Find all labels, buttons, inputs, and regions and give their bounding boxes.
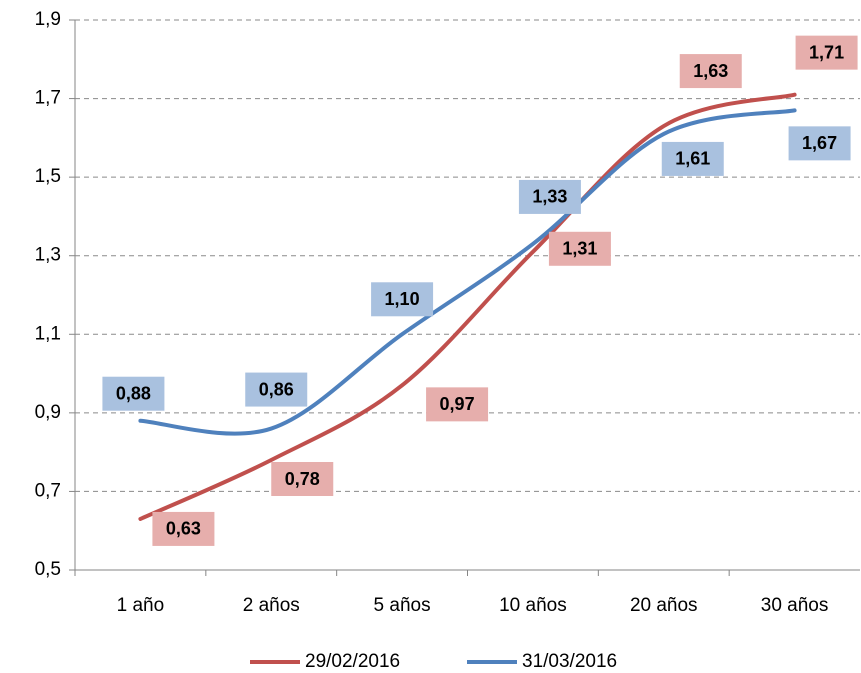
x-tick-label: 1 año [117, 595, 165, 616]
legend-label: 29/02/2016 [305, 651, 400, 672]
value-label: 0,97 [440, 394, 475, 414]
y-tick-label: 0,7 [35, 480, 61, 501]
value-label: 1,10 [385, 289, 420, 309]
series-line [138, 108, 797, 436]
value-label-box [679, 54, 742, 89]
y-tick-label: 0,5 [35, 559, 61, 580]
value-label-box [426, 387, 489, 422]
x-tick-label: 5 años [374, 595, 431, 616]
legend-label: 31/03/2016 [522, 651, 617, 672]
value-label-box [271, 462, 334, 496]
value-label-box [102, 376, 165, 411]
value-label-box [788, 126, 851, 161]
series-line [138, 92, 797, 521]
x-tick-label: 30 años [761, 595, 829, 616]
value-label: 1,71 [809, 42, 844, 62]
value-label: 0,88 [116, 383, 151, 403]
x-tick-label: 2 años [243, 595, 300, 616]
x-tick-label: 10 años [499, 595, 567, 616]
value-label: 1,67 [802, 133, 837, 153]
value-label-box [548, 231, 611, 266]
y-tick-label: 1,3 [35, 245, 61, 266]
y-tick-label: 1,9 [35, 9, 61, 30]
value-label-box [245, 372, 308, 407]
value-label: 1,63 [693, 61, 728, 81]
value-label-box [518, 179, 581, 214]
value-label-box [371, 282, 434, 317]
value-label: 0,63 [166, 519, 201, 539]
value-label: 0,86 [259, 379, 294, 399]
x-tick-label: 20 años [630, 595, 698, 616]
value-label: 1,31 [562, 239, 597, 259]
value-label: 0,78 [285, 469, 320, 489]
value-label-box [152, 511, 215, 546]
y-tick-label: 1,7 [35, 88, 61, 109]
value-label: 1,33 [532, 187, 567, 207]
value-label-box [795, 35, 858, 70]
value-label: 1,61 [675, 149, 710, 169]
value-label-box [661, 141, 724, 176]
y-tick-label: 0,9 [35, 402, 61, 423]
y-tick-label: 1,1 [35, 323, 61, 344]
y-tick-label: 1,5 [35, 166, 61, 187]
